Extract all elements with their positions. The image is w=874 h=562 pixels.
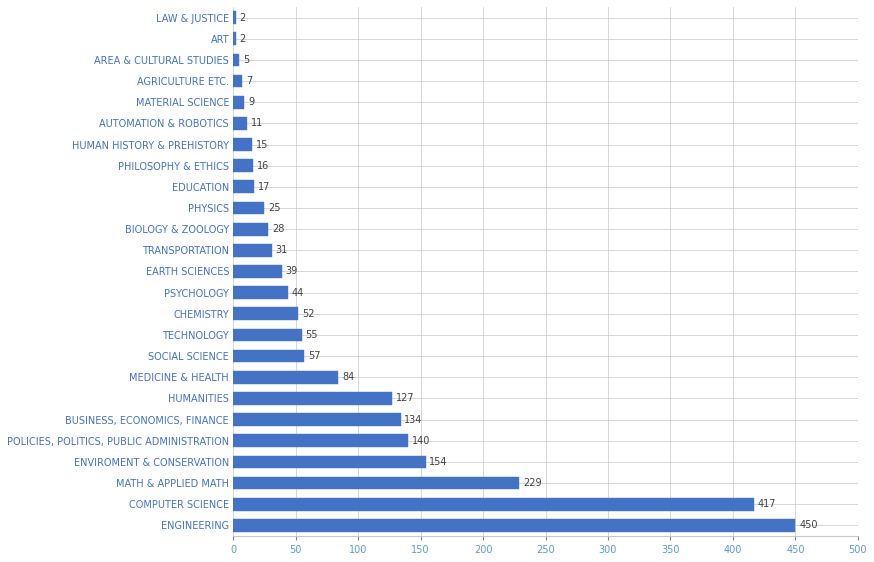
- Text: 17: 17: [258, 182, 271, 192]
- Text: 450: 450: [799, 520, 817, 531]
- Text: 5: 5: [243, 55, 249, 65]
- Bar: [233, 223, 268, 235]
- Text: 134: 134: [405, 415, 423, 425]
- Bar: [233, 117, 247, 130]
- Bar: [233, 519, 795, 532]
- Text: 31: 31: [275, 246, 288, 255]
- Text: 7: 7: [246, 76, 252, 86]
- Text: 55: 55: [306, 330, 318, 340]
- Bar: [233, 434, 408, 447]
- Bar: [233, 138, 252, 151]
- Text: 52: 52: [302, 309, 315, 319]
- Bar: [233, 53, 239, 66]
- Text: 15: 15: [256, 139, 268, 149]
- Text: 39: 39: [286, 266, 298, 277]
- Text: 84: 84: [342, 372, 354, 382]
- Text: 127: 127: [396, 393, 414, 404]
- Bar: [233, 33, 236, 45]
- Text: 25: 25: [268, 203, 281, 213]
- Text: 57: 57: [309, 351, 321, 361]
- Bar: [233, 498, 754, 511]
- Bar: [233, 11, 236, 24]
- Bar: [233, 392, 392, 405]
- Bar: [233, 456, 426, 468]
- Text: 16: 16: [257, 161, 269, 171]
- Text: 154: 154: [429, 457, 447, 467]
- Text: 11: 11: [251, 119, 263, 128]
- Bar: [233, 202, 265, 214]
- Bar: [233, 371, 338, 384]
- Bar: [233, 477, 519, 490]
- Text: 140: 140: [412, 436, 430, 446]
- Bar: [233, 413, 400, 426]
- Bar: [233, 286, 288, 299]
- Text: 2: 2: [239, 12, 246, 22]
- Bar: [233, 159, 253, 172]
- Text: 2: 2: [239, 34, 246, 44]
- Bar: [233, 350, 304, 362]
- Bar: [233, 180, 254, 193]
- Bar: [233, 265, 282, 278]
- Bar: [233, 244, 272, 257]
- Text: 417: 417: [758, 499, 776, 509]
- Bar: [233, 75, 242, 87]
- Text: 229: 229: [523, 478, 542, 488]
- Bar: [233, 329, 302, 341]
- Text: 9: 9: [248, 97, 254, 107]
- Text: 28: 28: [272, 224, 284, 234]
- Bar: [233, 307, 298, 320]
- Bar: [233, 96, 245, 108]
- Text: 44: 44: [292, 288, 304, 298]
